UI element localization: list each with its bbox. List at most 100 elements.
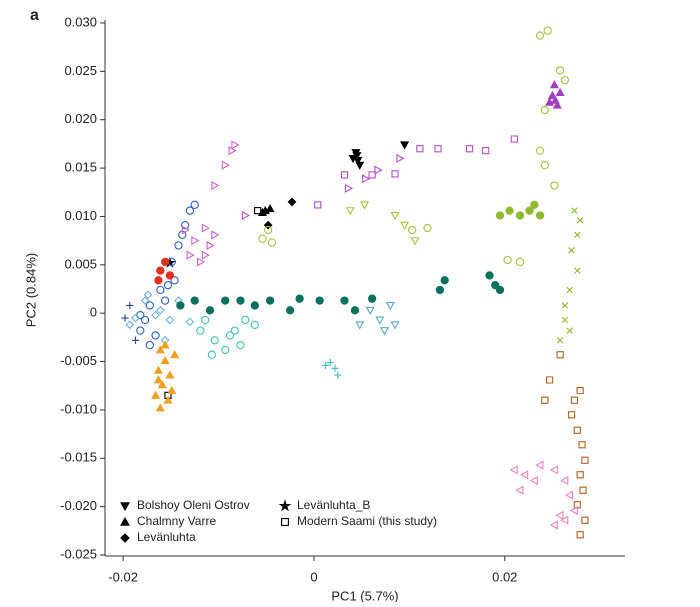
point — [434, 145, 442, 153]
point — [190, 200, 199, 209]
point — [314, 201, 322, 209]
point — [136, 310, 145, 320]
point — [121, 314, 129, 322]
point — [287, 197, 297, 207]
y-tick-label: 0.005 — [64, 256, 97, 271]
y-tick-label: 0 — [90, 305, 97, 320]
point — [340, 296, 349, 305]
x-tick-label: 0.02 — [492, 569, 517, 584]
y-tick-label: -0.015 — [60, 450, 97, 465]
point — [440, 276, 449, 285]
point — [265, 296, 275, 305]
point — [185, 317, 195, 327]
point — [510, 135, 518, 143]
y-tick-label: 0.030 — [64, 14, 97, 29]
point — [561, 302, 569, 309]
point — [465, 145, 474, 153]
point — [190, 296, 199, 305]
point — [576, 386, 584, 395]
point — [505, 206, 514, 215]
point — [400, 141, 410, 150]
point — [160, 296, 170, 305]
point — [529, 476, 538, 486]
point — [165, 370, 175, 379]
point — [160, 340, 170, 349]
point — [549, 520, 558, 530]
point — [131, 313, 140, 323]
point — [351, 149, 361, 158]
point — [570, 396, 579, 404]
point — [196, 326, 205, 335]
point — [547, 90, 558, 99]
point — [153, 365, 163, 374]
legend-label: Levänluhta_B — [297, 498, 370, 512]
point — [211, 230, 220, 240]
point — [509, 465, 518, 475]
point — [265, 203, 275, 213]
point — [155, 403, 165, 412]
point — [540, 161, 550, 170]
point — [525, 206, 534, 215]
point — [231, 140, 240, 150]
point — [176, 301, 185, 310]
point — [495, 285, 505, 295]
point — [258, 234, 267, 243]
point — [345, 207, 355, 216]
point — [225, 331, 235, 340]
point — [535, 31, 545, 40]
point — [151, 331, 160, 340]
point — [165, 315, 175, 325]
point — [140, 296, 150, 305]
point — [264, 225, 273, 235]
point — [186, 250, 195, 260]
point — [326, 358, 334, 367]
point — [131, 336, 140, 344]
point — [435, 285, 445, 295]
point — [535, 146, 545, 155]
point — [206, 240, 215, 251]
point — [482, 147, 490, 155]
point — [205, 306, 215, 315]
point — [155, 345, 165, 354]
point — [549, 465, 558, 475]
y-tick-label: -0.020 — [60, 498, 97, 513]
point — [574, 231, 581, 239]
point — [160, 355, 170, 365]
point — [390, 321, 400, 330]
legend-label: Levänluhta — [137, 530, 196, 544]
point — [154, 276, 163, 285]
point — [285, 306, 295, 315]
point — [180, 221, 190, 230]
point — [359, 201, 370, 210]
point — [250, 301, 259, 310]
point — [151, 310, 160, 320]
point — [549, 80, 559, 89]
point — [221, 296, 230, 305]
point — [566, 286, 573, 294]
legend-label: Bolshoy Oleni Ostrov — [137, 498, 250, 512]
point — [254, 207, 262, 215]
point — [566, 327, 573, 334]
point — [515, 485, 524, 495]
point — [221, 160, 230, 170]
point — [207, 350, 217, 359]
point — [555, 66, 565, 75]
point — [556, 337, 564, 344]
point — [334, 371, 342, 379]
y-tick-label: -0.005 — [60, 353, 97, 368]
point — [250, 320, 259, 329]
legend-label: Chalmny Varre — [137, 514, 216, 528]
point — [362, 174, 371, 184]
point — [423, 223, 432, 233]
y-tick-label: 0.020 — [64, 111, 97, 126]
point — [221, 345, 230, 355]
point — [368, 294, 377, 303]
point — [185, 206, 195, 215]
y-tick-label: 0.025 — [64, 63, 97, 78]
point — [167, 385, 177, 395]
point — [535, 211, 545, 220]
point — [391, 170, 399, 178]
point — [574, 267, 581, 274]
